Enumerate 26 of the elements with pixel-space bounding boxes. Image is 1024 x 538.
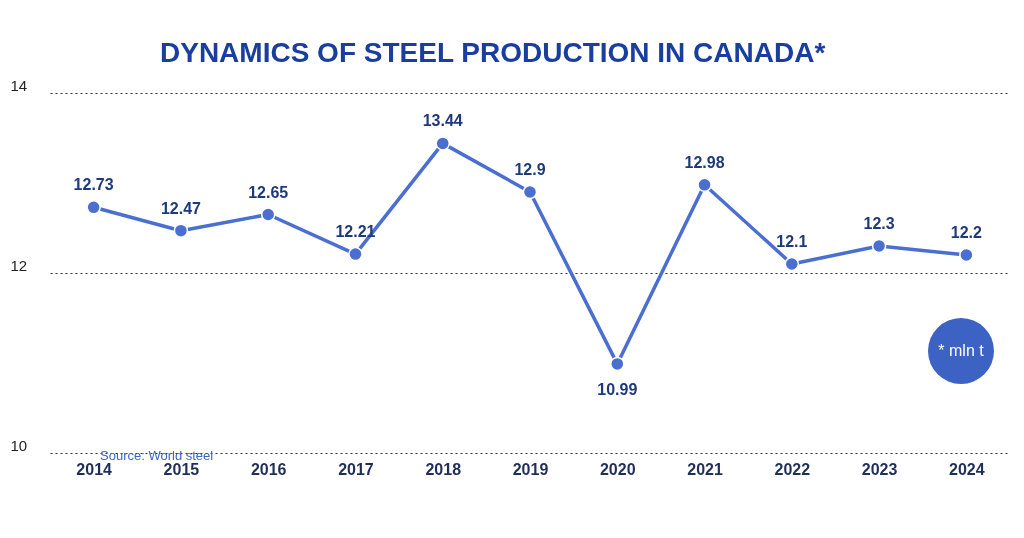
data-label: 12.65: [248, 183, 289, 201]
y-tick-label: 10: [10, 436, 28, 454]
data-label: 12.3: [863, 215, 895, 232]
x-tick-label: 2023: [861, 460, 898, 478]
y-tick-label: 12: [10, 256, 28, 274]
x-tick-label: 2024: [949, 460, 985, 478]
x-tick-label: 2015: [163, 460, 200, 478]
x-tick-label: 2022: [774, 460, 811, 478]
x-tick-label: 2017: [338, 460, 374, 478]
y-tick-label: 14: [10, 76, 28, 94]
x-tick-label: 2021: [687, 460, 723, 478]
data-label: 12.1: [776, 233, 808, 250]
data-label: 10.99: [597, 380, 638, 398]
data-label: 12.98: [684, 153, 725, 171]
x-tick-label: 2016: [250, 460, 287, 478]
data-label: 12.47: [160, 199, 202, 217]
x-tick-label: 2014: [76, 460, 113, 478]
data-label: 12.73: [73, 176, 114, 194]
annotation: Source: World steel: [100, 448, 214, 463]
data-label: 12.9: [514, 161, 546, 178]
data-label: 12.2: [950, 224, 983, 241]
chart-title: DYNAMICS OF STEEL PRODUCTION IN CANADA*: [160, 37, 826, 68]
data-label: 13.44: [422, 112, 463, 130]
x-tick-label: 2019: [512, 460, 549, 478]
x-tick-label: 2018: [425, 460, 462, 478]
x-tick-label: 2020: [599, 460, 636, 478]
